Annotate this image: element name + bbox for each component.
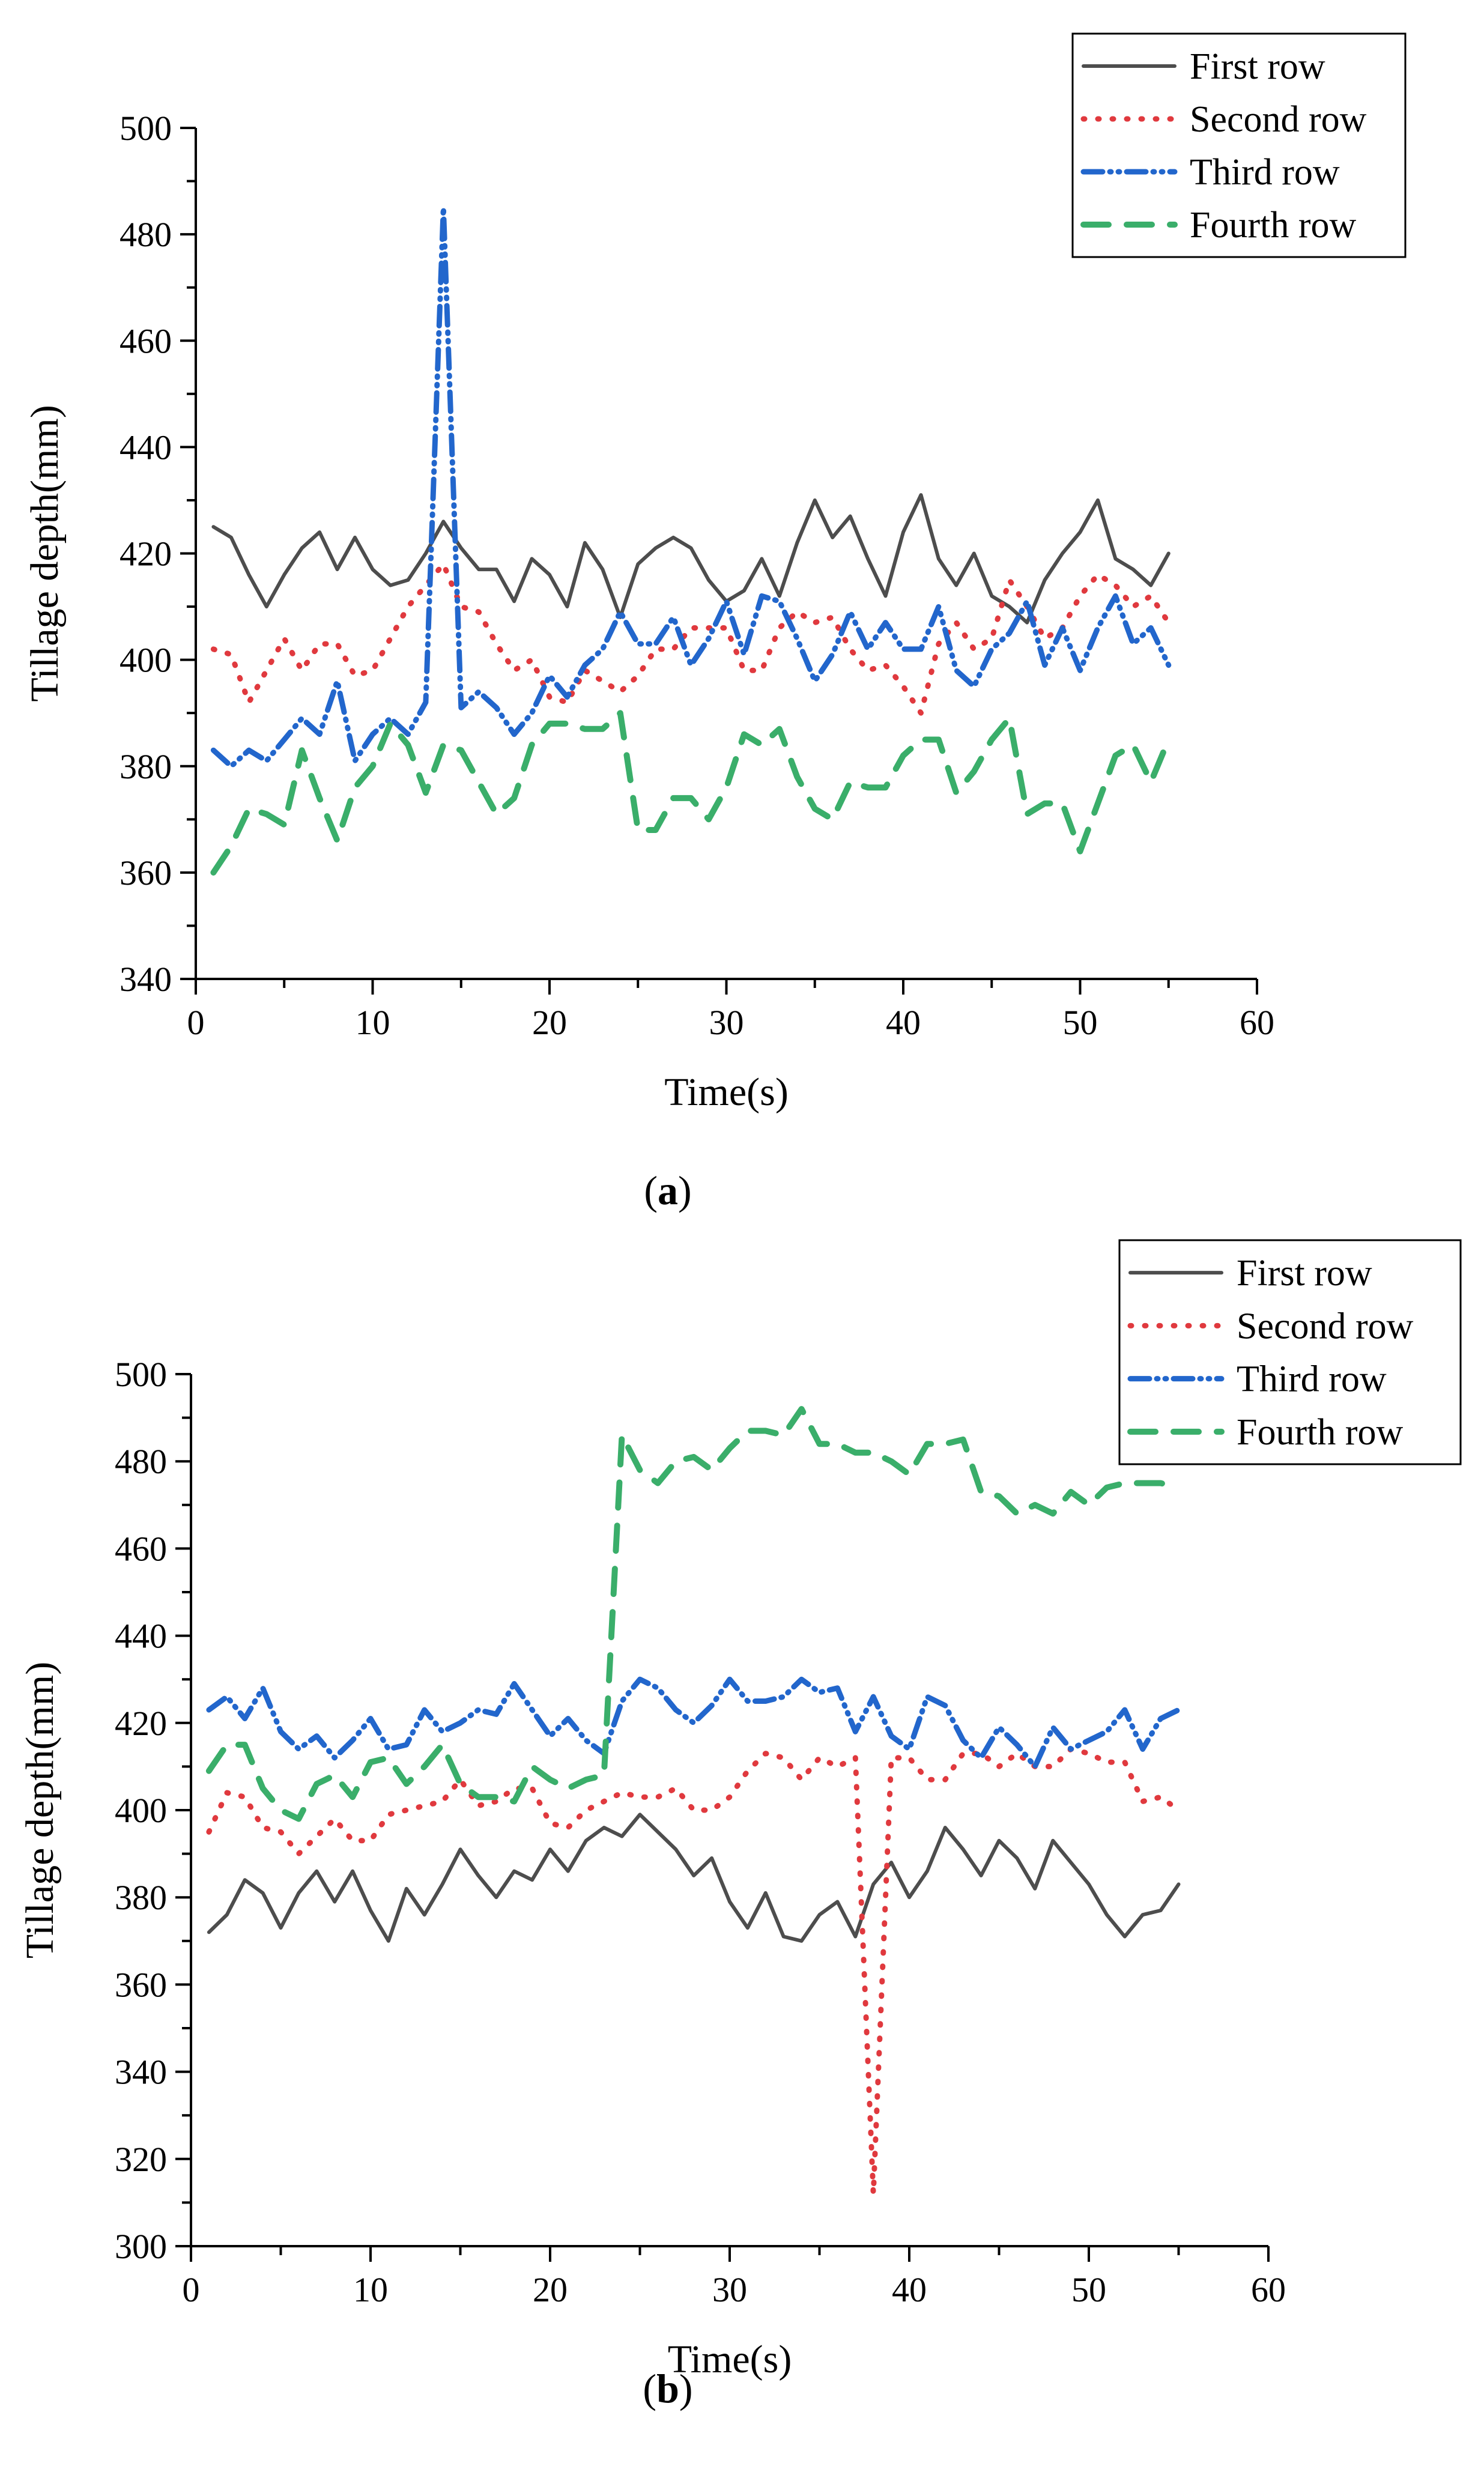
y-tick-label: 500	[120, 109, 172, 148]
y-tick-label: 400	[115, 1791, 167, 1830]
x-tick-label: 50	[1063, 1003, 1098, 1042]
series-line-third-row	[210, 205, 1172, 769]
y-tick-label: 440	[120, 428, 172, 467]
chart-b: 300 320 340 360 380 400 420 440 460 480 500 0 10 20 30…	[18, 1239, 1462, 2411]
y-tick-label: 500	[115, 1355, 167, 1394]
legend-label: First row	[1237, 1253, 1372, 1294]
legend-label: Second row	[1190, 99, 1367, 140]
x-tick-label: 40	[892, 2270, 927, 2309]
x-tick-label: 50	[1071, 2270, 1106, 2309]
legend-label: Third row	[1190, 152, 1340, 193]
legend: First row Second row Third row Fourth row	[1071, 32, 1407, 258]
panel-caption: (b)	[643, 2366, 692, 2411]
caption-open-paren: (	[644, 1168, 658, 1213]
caption-letter: b	[656, 2366, 679, 2411]
x-tick-label: 20	[532, 1003, 567, 1042]
y-tick-label: 320	[115, 2140, 167, 2179]
legend-box	[1071, 32, 1407, 258]
series-line-fourth-row	[210, 710, 1172, 876]
x-tick-label: 10	[356, 1003, 390, 1042]
panel-caption: (a)	[644, 1168, 691, 1213]
y-axis-label: Tillage depth(mm)	[23, 405, 67, 701]
legend-label: First row	[1190, 46, 1325, 87]
legend-label: Fourth row	[1190, 205, 1357, 246]
y-tick-label: 340	[115, 2053, 167, 2092]
series-line-fourth-row	[205, 1406, 1182, 1822]
legend: First row Second row Third row Fourth row	[1118, 1239, 1462, 1465]
y-tick-label: 360	[115, 1965, 167, 2004]
series-line-third-row	[206, 1676, 1181, 1769]
y-tick-label: 460	[115, 1529, 167, 1568]
chart-a: 340 360 380 400 420 440 460 480 500 0 10 20 30 40 50 60…	[23, 32, 1407, 1213]
x-tick-label: 60	[1251, 2270, 1286, 2309]
y-axis-label: Tillage depth(mm)	[18, 1662, 62, 1958]
y-tick-label: 340	[120, 960, 172, 999]
y-tick-label: 480	[120, 215, 172, 254]
x-tick-label: 30	[712, 2270, 747, 2309]
y-tick-label: 360	[120, 853, 172, 892]
x-tick-label: 20	[533, 2270, 568, 2309]
x-axis-label: Time(s)	[668, 2337, 792, 2381]
legend-label: Third row	[1237, 1359, 1387, 1400]
x-tick-label: 30	[709, 1003, 744, 1042]
y-tick-label: 300	[115, 2227, 167, 2266]
x-tick-label: 10	[353, 2270, 388, 2309]
series-line-first-row	[211, 493, 1171, 625]
legend-label: Fourth row	[1237, 1412, 1404, 1453]
y-tick-label: 480	[115, 1442, 167, 1481]
caption-close-paren: )	[678, 1168, 692, 1213]
series-line-first-row	[207, 1813, 1181, 1943]
y-tick-label: 420	[120, 535, 172, 574]
caption-close-paren: )	[679, 2366, 693, 2411]
legend-label: Second row	[1237, 1306, 1414, 1346]
y-tick-label: 460	[120, 321, 172, 360]
caption-open-paren: (	[643, 2366, 656, 2411]
y-tick-label: 420	[115, 1704, 167, 1743]
x-axis-label: Time(s)	[664, 1070, 789, 1114]
y-tick-label: 380	[120, 747, 172, 786]
x-tick-label: 40	[886, 1003, 921, 1042]
caption-letter: a	[658, 1168, 678, 1213]
series-line-second-row	[206, 1746, 1181, 2197]
x-tick-label: 0	[187, 1003, 205, 1042]
x-tick-label: 60	[1240, 1003, 1274, 1042]
legend-box	[1118, 1239, 1462, 1465]
y-tick-label: 440	[115, 1617, 167, 1656]
x-tick-label: 0	[183, 2270, 200, 2309]
y-tick-label: 400	[120, 641, 172, 680]
y-tick-label: 380	[115, 1878, 167, 1917]
series-line-second-row	[210, 561, 1172, 716]
